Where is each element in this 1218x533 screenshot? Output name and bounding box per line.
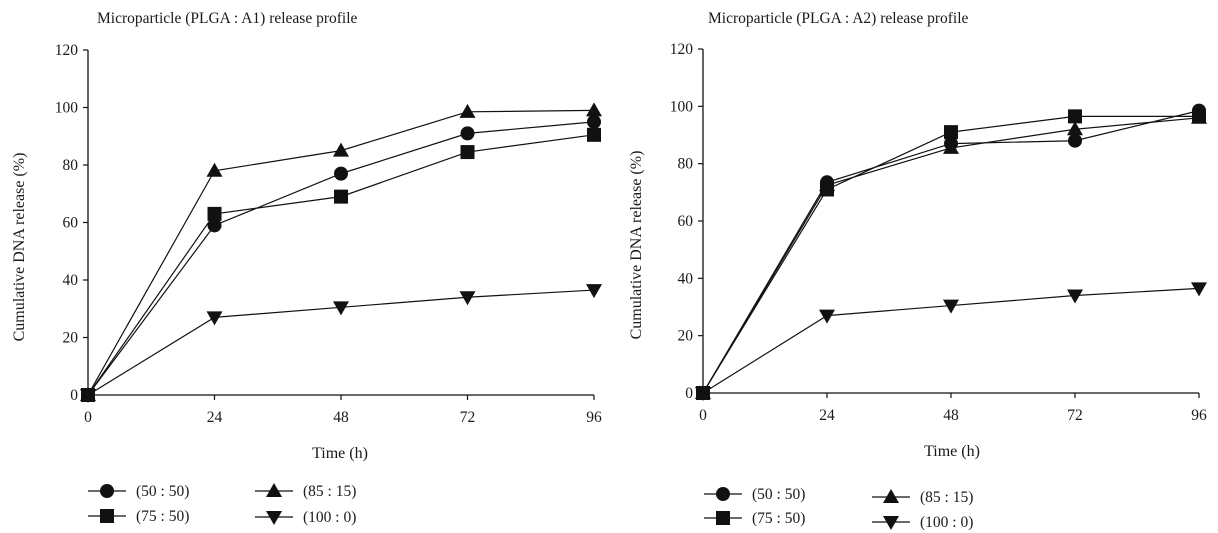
data-point xyxy=(586,102,602,117)
x-tick-label: 24 xyxy=(207,409,223,426)
x-tick-label: 48 xyxy=(943,407,959,424)
chart-panel-a2: Microparticle (PLGA : A2) release profil… xyxy=(628,10,1207,531)
legend-label: (85 : 15) xyxy=(920,489,973,506)
y-tick-label: 120 xyxy=(55,42,79,59)
legend-marker xyxy=(716,511,730,525)
y-tick-label: 100 xyxy=(55,100,79,117)
legend-label: (50 : 50) xyxy=(752,486,805,503)
data-point xyxy=(334,189,348,204)
legend-marker xyxy=(266,511,282,525)
legend-label: (85 : 15) xyxy=(303,483,356,500)
legend-label: (100 : 0) xyxy=(303,509,356,526)
y-tick-label: 0 xyxy=(70,387,78,404)
data-point xyxy=(943,139,959,154)
x-tick-label: 0 xyxy=(84,409,92,426)
y-tick-label: 20 xyxy=(678,328,694,345)
x-tick-label: 24 xyxy=(819,407,835,424)
series-line xyxy=(702,117,1200,394)
x-axis-label: Time (h) xyxy=(312,445,368,462)
data-point xyxy=(1067,289,1083,304)
data-point xyxy=(80,389,96,403)
x-tick-label: 0 xyxy=(699,407,707,424)
legend-label: (75 : 50) xyxy=(752,510,805,527)
x-tick-label: 72 xyxy=(460,409,476,426)
legend-marker xyxy=(883,516,899,530)
y-tick-label: 100 xyxy=(670,98,694,115)
data-point xyxy=(1068,109,1082,124)
y-axis-label: Cumulative DNA release (%) xyxy=(628,151,645,340)
data-point xyxy=(819,309,835,324)
y-tick-label: 60 xyxy=(63,215,79,232)
data-point xyxy=(943,299,959,314)
data-point xyxy=(586,284,602,299)
legend-marker xyxy=(266,483,282,497)
y-tick-label: 40 xyxy=(678,270,694,287)
data-point xyxy=(334,166,348,181)
data-point xyxy=(333,301,349,316)
x-tick-label: 96 xyxy=(1191,407,1207,424)
data-point xyxy=(1067,121,1083,136)
legend-label: (50 : 50) xyxy=(136,483,189,500)
data-point xyxy=(587,127,601,142)
data-point xyxy=(460,126,475,141)
data-point xyxy=(819,177,835,192)
data-point xyxy=(459,291,476,306)
series-line xyxy=(702,115,1199,394)
data-point xyxy=(587,114,601,129)
x-axis-label: Time (h) xyxy=(924,443,980,460)
legend-label: (75 : 50) xyxy=(136,508,189,525)
data-point xyxy=(695,387,711,401)
legend-marker xyxy=(883,489,899,503)
data-point xyxy=(207,206,222,221)
y-tick-label: 80 xyxy=(63,157,79,174)
data-point xyxy=(460,145,475,160)
legend-marker xyxy=(100,484,114,498)
data-point xyxy=(944,125,958,140)
data-point xyxy=(207,218,222,233)
data-point xyxy=(333,142,349,157)
x-tick-label: 96 xyxy=(586,409,602,426)
y-tick-label: 80 xyxy=(678,156,694,173)
x-tick-label: 48 xyxy=(333,409,349,426)
data-point xyxy=(459,103,476,118)
y-tick-label: 40 xyxy=(63,272,79,289)
y-tick-label: 0 xyxy=(685,385,693,402)
legend-marker xyxy=(716,487,730,501)
legend-label: (100 : 0) xyxy=(920,514,973,531)
chart-title: Microparticle (PLGA : A1) release profil… xyxy=(97,10,358,27)
y-tick-label: 60 xyxy=(678,213,694,230)
legend-marker xyxy=(100,509,114,523)
data-point xyxy=(1068,133,1082,148)
y-tick-label: 20 xyxy=(63,330,79,347)
data-point xyxy=(206,311,223,326)
data-point xyxy=(206,162,223,177)
data-point xyxy=(1191,109,1207,124)
y-axis-label: Cumulative DNA release (%) xyxy=(11,153,28,342)
data-point xyxy=(1191,282,1207,297)
y-tick-label: 120 xyxy=(670,41,694,58)
x-tick-label: 72 xyxy=(1067,407,1083,424)
series-line xyxy=(87,121,595,396)
chart-title: Microparticle (PLGA : A2) release profil… xyxy=(708,10,969,27)
chart-panel-a1: Microparticle (PLGA : A1) release profil… xyxy=(11,10,602,526)
